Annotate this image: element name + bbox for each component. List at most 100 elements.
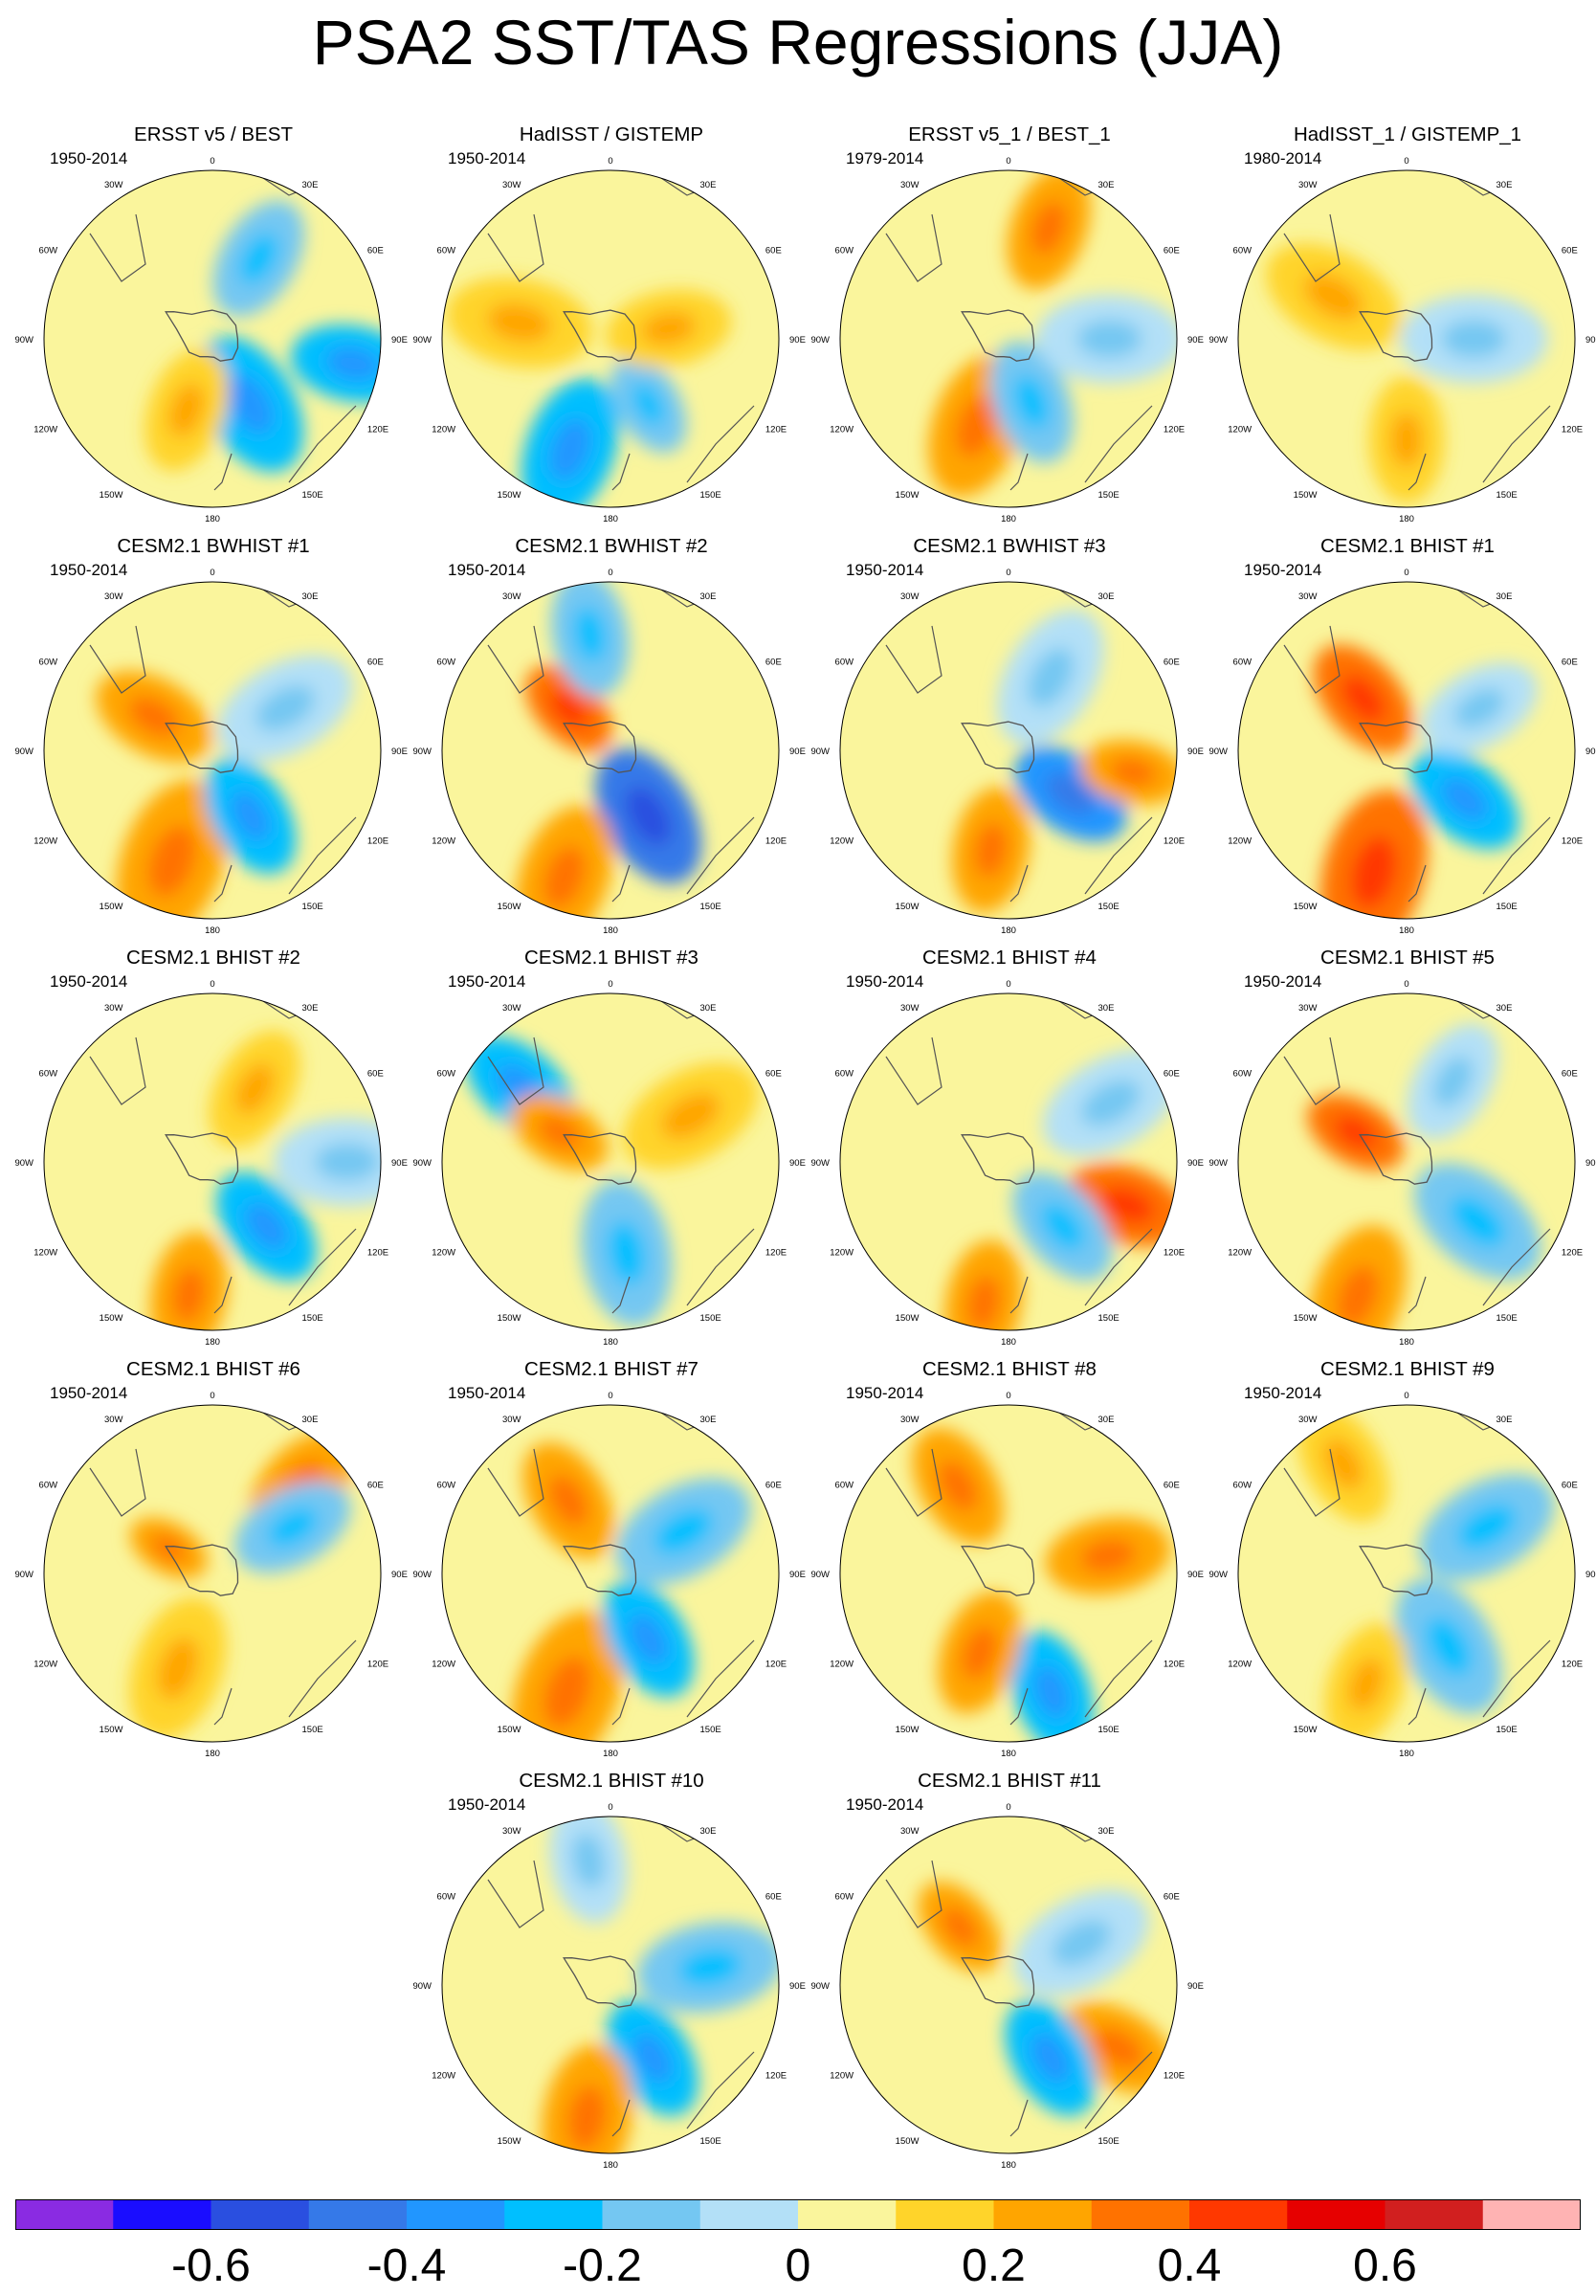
longitude-label: 180 bbox=[603, 514, 618, 524]
new-zealand-coastline bbox=[611, 864, 631, 903]
map-border bbox=[1237, 581, 1576, 920]
anomaly-core bbox=[267, 1506, 319, 1548]
longitude-label: 30W bbox=[502, 1415, 521, 1425]
panel-period: 1980-2014 bbox=[1244, 149, 1322, 167]
colorbar-swatch bbox=[504, 2199, 603, 2230]
australia-coastline bbox=[288, 405, 357, 483]
panel-period: 1950-2014 bbox=[846, 972, 924, 991]
longitude-label: 150W bbox=[498, 1313, 521, 1324]
anomaly-core bbox=[314, 1143, 380, 1181]
polar-map: 0 30E 60E 90E 120E 150E 180 150W 120W 90W 60W 30W bbox=[413, 1802, 806, 2171]
longitude-label: 60E bbox=[1164, 1069, 1180, 1080]
anomaly-core bbox=[172, 1266, 206, 1323]
anomaly-core bbox=[1031, 201, 1067, 256]
australia-coastline bbox=[1482, 405, 1551, 483]
longitude-label: 60W bbox=[1233, 1069, 1252, 1080]
longitude-label: 90E bbox=[1585, 1570, 1596, 1580]
longitude-label: 150W bbox=[896, 490, 920, 501]
anomaly-core bbox=[244, 1202, 289, 1251]
anomaly-core bbox=[966, 1275, 1001, 1330]
colorbar-frame bbox=[15, 2199, 1581, 2230]
longitude-label: 30W bbox=[900, 180, 920, 190]
anomaly-core bbox=[677, 1948, 743, 1987]
south-america-coastline bbox=[487, 625, 544, 694]
map-border bbox=[1237, 169, 1576, 508]
longitude-label: 90W bbox=[15, 1570, 33, 1580]
longitude-label: 0 bbox=[1006, 156, 1010, 167]
map-panel: 0 30E 60E 90E 120E 150E 180 150W 120W 90W 60W 30W CE… bbox=[1209, 534, 1596, 946]
longitude-label: 90W bbox=[811, 335, 830, 346]
australia-coastline bbox=[686, 405, 755, 483]
anomaly-core bbox=[632, 2032, 673, 2084]
panel-title: CESM2.1 BHIST #9 bbox=[1320, 1358, 1495, 1380]
australia-coastline bbox=[1084, 2051, 1153, 2129]
colorbar-swatch bbox=[1189, 2199, 1288, 2230]
panel-period: 1950-2014 bbox=[1244, 1384, 1322, 1402]
colorbar-swatch bbox=[993, 2199, 1093, 2230]
anomaly-core bbox=[567, 2085, 607, 2151]
longitude-label: 120E bbox=[765, 425, 787, 435]
longitude-label: 90E bbox=[391, 1158, 408, 1169]
anomaly-core bbox=[230, 791, 271, 842]
longitude-label: 30W bbox=[1298, 591, 1318, 602]
map-panel: 0 30E 60E 90E 120E 150E 180 150W 120W 90W 60W 30W ER… bbox=[15, 123, 411, 534]
south-america-coastline bbox=[1283, 213, 1341, 282]
australia-coastline bbox=[1482, 816, 1551, 895]
longitude-label: 150E bbox=[700, 902, 721, 912]
longitude-label: 60E bbox=[765, 1069, 782, 1080]
longitude-label: 120E bbox=[765, 836, 787, 847]
anomaly-core bbox=[227, 374, 274, 435]
longitude-label: 180 bbox=[1001, 514, 1016, 524]
anomaly-core bbox=[942, 1906, 979, 1947]
longitude-label: 90W bbox=[413, 1158, 432, 1169]
longitude-label: 150W bbox=[498, 1725, 521, 1735]
polar-map: 0 30E 60E 90E 120E 150E 180 150W 120W 90W 60W 30W bbox=[1209, 568, 1596, 936]
longitude-label: 60W bbox=[437, 1892, 456, 1903]
longitude-label: 0 bbox=[608, 1802, 612, 1813]
south-america-coastline bbox=[1283, 1448, 1341, 1517]
panel-period: 1950-2014 bbox=[448, 149, 526, 167]
longitude-label: 120W bbox=[33, 836, 57, 847]
anomaly-core bbox=[1110, 758, 1156, 787]
longitude-label: 0 bbox=[1006, 1802, 1010, 1813]
anomaly-core bbox=[147, 825, 196, 897]
polar-map: 0 30E 60E 90E 120E 150E 180 150W 120W 90W 60W 30W bbox=[1209, 979, 1596, 1348]
longitude-label: 30W bbox=[104, 180, 123, 190]
polar-map: 0 30E 60E 90E 120E 150E 180 150W 120W 90W 60W 30W bbox=[413, 568, 806, 936]
longitude-label: 90E bbox=[1187, 1570, 1204, 1580]
longitude-label: 90W bbox=[15, 1158, 33, 1169]
longitude-label: 30E bbox=[1098, 1003, 1115, 1014]
longitude-label: 90E bbox=[1585, 335, 1596, 346]
anomaly-core bbox=[573, 606, 607, 662]
south-america-coastline bbox=[89, 1037, 146, 1105]
anomaly-core bbox=[1092, 2028, 1143, 2068]
map-panel: 0 30E 60E 90E 120E 150E 180 150W 120W 90W 60W 30W CE… bbox=[1209, 946, 1596, 1357]
anomaly-core bbox=[1390, 412, 1423, 468]
colorbar-swatch bbox=[798, 2199, 897, 2230]
longitude-label: 120W bbox=[830, 425, 853, 435]
longitude-label: 90W bbox=[811, 1158, 830, 1169]
new-zealand-coastline bbox=[611, 1276, 631, 1314]
colorbar-swatch bbox=[896, 2199, 994, 2230]
longitude-label: 0 bbox=[1006, 568, 1010, 578]
colorbar-tick-label: -0.6 bbox=[171, 2240, 251, 2291]
colorbar-swatch bbox=[699, 2199, 799, 2230]
australia-coastline bbox=[1084, 816, 1153, 895]
australia-coastline bbox=[288, 1228, 357, 1306]
longitude-label: 150W bbox=[498, 902, 521, 912]
anomaly-core bbox=[1441, 320, 1507, 358]
anomaly-core bbox=[1013, 375, 1050, 430]
figure-title: PSA2 SST/TAS Regressions (JJA) bbox=[312, 7, 1284, 78]
australia-coastline bbox=[1482, 1228, 1551, 1306]
antarctica-coastline bbox=[165, 1132, 239, 1185]
longitude-label: 30W bbox=[900, 1003, 920, 1014]
longitude-label: 90E bbox=[789, 1570, 806, 1580]
map-panel: 0 30E 60E 90E 120E 150E 180 150W 120W 90W 60W 30W CE… bbox=[1209, 1357, 1596, 1769]
panel-title: CESM2.1 BWHIST #1 bbox=[117, 535, 310, 557]
longitude-label: 0 bbox=[1404, 568, 1408, 578]
colorbar-swatch bbox=[211, 2199, 310, 2230]
anomaly-core bbox=[571, 1833, 606, 1888]
longitude-label: 150W bbox=[100, 1313, 123, 1324]
antarctica-coastline bbox=[1359, 721, 1433, 773]
panel-title: CESM2.1 BWHIST #2 bbox=[515, 535, 708, 557]
